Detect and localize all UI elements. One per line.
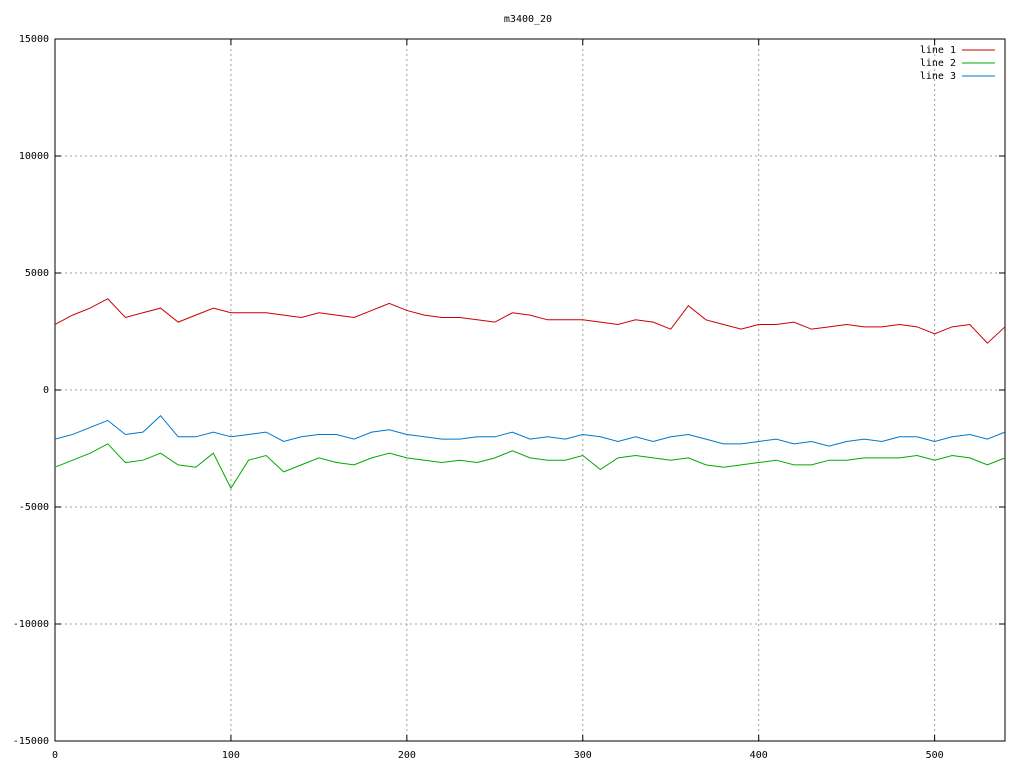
x-tick-label: 500: [926, 750, 944, 761]
y-tick-label: 15000: [19, 34, 49, 45]
x-tick-label: 0: [52, 750, 58, 761]
y-tick-label: -5000: [19, 502, 49, 513]
y-tick-label: -15000: [13, 736, 49, 747]
x-tick-label: 400: [750, 750, 768, 761]
chart-title: m3400_20: [504, 14, 552, 25]
plot-frame: [54, 38, 1006, 742]
legend-label: line 2: [920, 58, 956, 69]
series-line: [54, 298, 1006, 344]
x-tick-label: 300: [574, 750, 592, 761]
y-tick-label: -10000: [13, 619, 49, 630]
x-tick-label: 100: [222, 750, 240, 761]
y-tick-label: 5000: [25, 268, 49, 279]
y-tick-label: 0: [43, 385, 49, 396]
legend-label: line 1: [920, 45, 956, 56]
x-tick-label: 200: [398, 750, 416, 761]
y-tick-label: 10000: [19, 151, 49, 162]
series-line: [54, 415, 1006, 447]
series-line: [54, 443, 1006, 490]
legend-label: line 3: [920, 71, 956, 82]
